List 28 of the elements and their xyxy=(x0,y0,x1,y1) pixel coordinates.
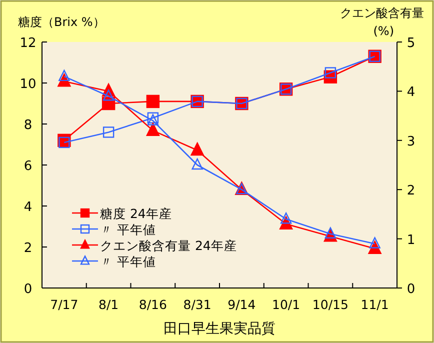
x-tick-label: 8/31 xyxy=(183,297,212,312)
y-tick-label: 6 xyxy=(24,159,32,174)
x-tick-label: 7/17 xyxy=(50,297,78,312)
x-tick-label: 10/15 xyxy=(312,297,348,312)
x-tick-label: 8/16 xyxy=(138,297,168,312)
y-tick-label: 10 xyxy=(20,77,36,92)
x-tick-label: 9/14 xyxy=(228,297,256,312)
x-axis-title: 田口早生果実品質 xyxy=(164,321,276,337)
y2-tick-label: 2 xyxy=(406,184,416,199)
legend-label: 〃 平年値 xyxy=(100,222,156,237)
y2-tick-label: 1 xyxy=(406,232,416,248)
y-tick-label: 0 xyxy=(24,282,32,297)
x-tick-label: 8/1 xyxy=(98,297,119,312)
y2-tick-label: 4 xyxy=(406,85,416,100)
legend-label: クエン酸含有量 24年産 xyxy=(100,238,237,253)
y-axis-title: 糖度（Brix %） xyxy=(18,15,105,29)
y2-tick-label: 5 xyxy=(406,36,416,51)
y2-axis-title: クエン酸含有量 (%) xyxy=(340,6,424,38)
x-tick-label: 10/1 xyxy=(272,297,300,312)
y2-tick-label: 3 xyxy=(406,134,416,150)
legend-label: 〃 平年値 xyxy=(100,254,156,269)
y-tick-label: 12 xyxy=(20,36,36,51)
y-tick-label: 4 xyxy=(24,200,32,215)
legend-label: 糖度 24年産 xyxy=(100,206,172,221)
y2-tick-label: 0 xyxy=(406,282,416,297)
y-tick-label: 8 xyxy=(24,118,32,133)
y-tick-label: 2 xyxy=(24,241,32,256)
x-tick-label: 11/1 xyxy=(360,297,389,312)
